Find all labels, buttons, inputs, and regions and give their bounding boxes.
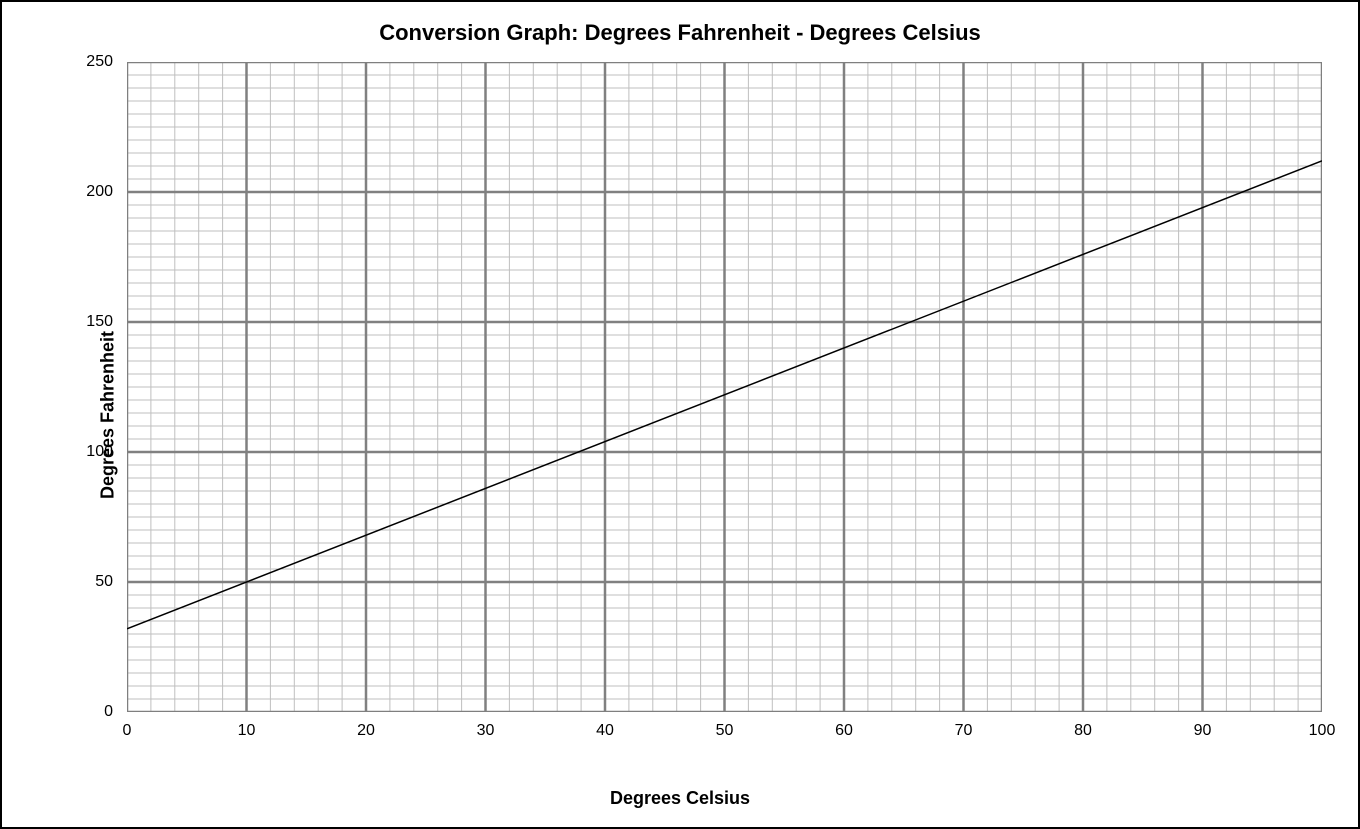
chart-container: Conversion Graph: Degrees Fahrenheit - D…	[0, 0, 1360, 829]
y-tick-label: 50	[95, 573, 113, 591]
x-tick-label: 40	[596, 722, 614, 740]
x-axis-label: Degrees Celsius	[2, 788, 1358, 809]
x-tick-label: 70	[955, 722, 973, 740]
x-tick-label: 30	[477, 722, 495, 740]
x-tick-label: 90	[1194, 722, 1212, 740]
x-tick-label: 20	[357, 722, 375, 740]
y-tick-label: 250	[86, 53, 113, 71]
x-tick-label: 10	[238, 722, 256, 740]
x-tick-label: 80	[1074, 722, 1092, 740]
y-tick-label: 0	[104, 703, 113, 721]
y-tick-label: 150	[86, 313, 113, 331]
x-tick-label: 0	[123, 722, 132, 740]
y-axis-label: Degrees Fahrenheit	[98, 330, 119, 498]
x-tick-label: 60	[835, 722, 853, 740]
x-tick-label: 50	[716, 722, 734, 740]
x-tick-label: 100	[1309, 722, 1336, 740]
y-tick-label: 100	[86, 443, 113, 461]
y-tick-label: 200	[86, 183, 113, 201]
chart-title: Conversion Graph: Degrees Fahrenheit - D…	[2, 20, 1358, 46]
plot-area	[127, 62, 1322, 712]
